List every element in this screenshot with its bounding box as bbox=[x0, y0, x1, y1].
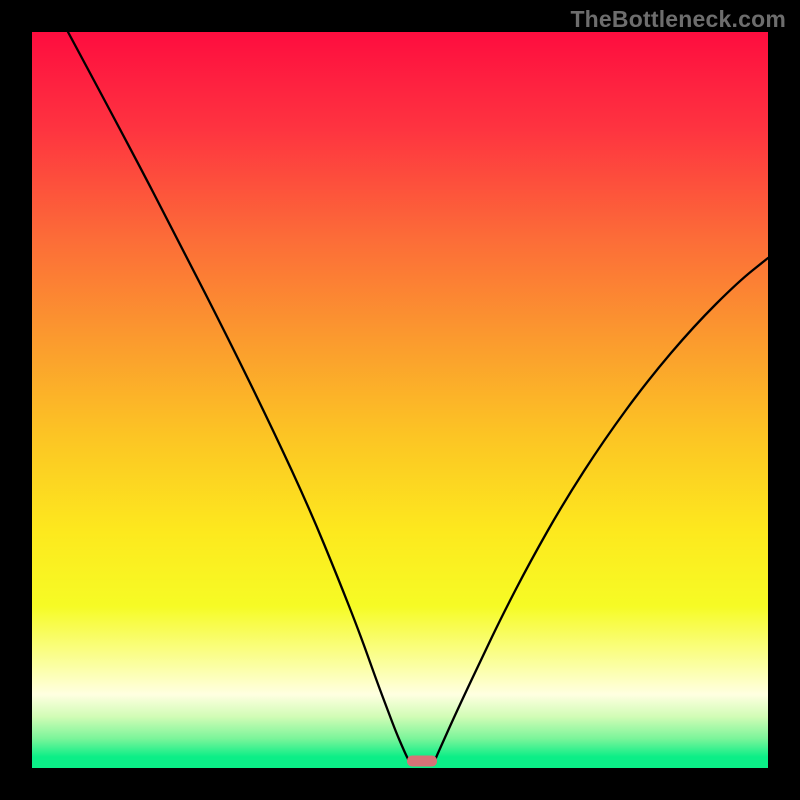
bottleneck-chart bbox=[0, 0, 800, 800]
plot-area bbox=[32, 32, 768, 768]
chart-canvas: TheBottleneck.com bbox=[0, 0, 800, 800]
dip-marker bbox=[407, 756, 437, 767]
watermark-text: TheBottleneck.com bbox=[570, 6, 786, 33]
